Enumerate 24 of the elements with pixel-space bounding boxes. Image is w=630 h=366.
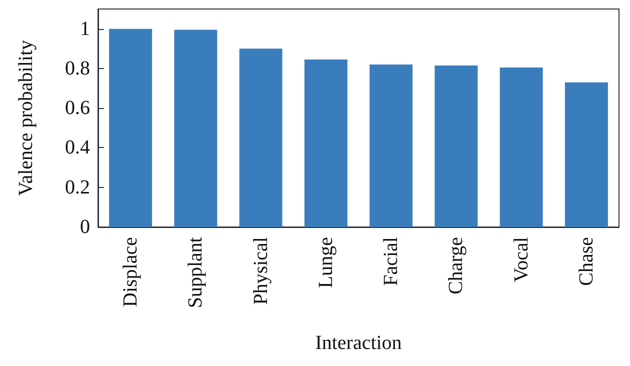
x-tick-label: Charge bbox=[445, 236, 468, 294]
y-axis-title: Valence probability bbox=[15, 40, 37, 196]
bar bbox=[500, 67, 543, 227]
y-tick-label: 0 bbox=[80, 216, 90, 238]
x-tick-label: Displace bbox=[120, 236, 142, 307]
y-tick-label: 1 bbox=[80, 18, 90, 40]
bar bbox=[434, 65, 478, 227]
bar bbox=[564, 82, 608, 227]
x-tick-label: Chase bbox=[575, 236, 598, 286]
x-tick-label: Supplant bbox=[184, 236, 207, 308]
bar bbox=[370, 64, 413, 227]
bar bbox=[109, 28, 152, 227]
y-tick-label: 0.6 bbox=[65, 97, 90, 120]
y-tick-label: 0.4 bbox=[65, 136, 90, 159]
y-tick-label: 0.8 bbox=[65, 57, 90, 80]
x-tick-label: Vocal bbox=[510, 236, 532, 282]
bar bbox=[304, 60, 348, 227]
x-tick-label: Physical bbox=[250, 236, 272, 305]
x-axis-title: Interaction bbox=[315, 332, 402, 354]
x-tick-label: Lunge bbox=[314, 236, 337, 288]
bar bbox=[174, 30, 218, 227]
y-tick-label: 0.2 bbox=[65, 176, 90, 198]
bar bbox=[239, 48, 282, 227]
x-tick-label: Facial bbox=[380, 236, 402, 286]
